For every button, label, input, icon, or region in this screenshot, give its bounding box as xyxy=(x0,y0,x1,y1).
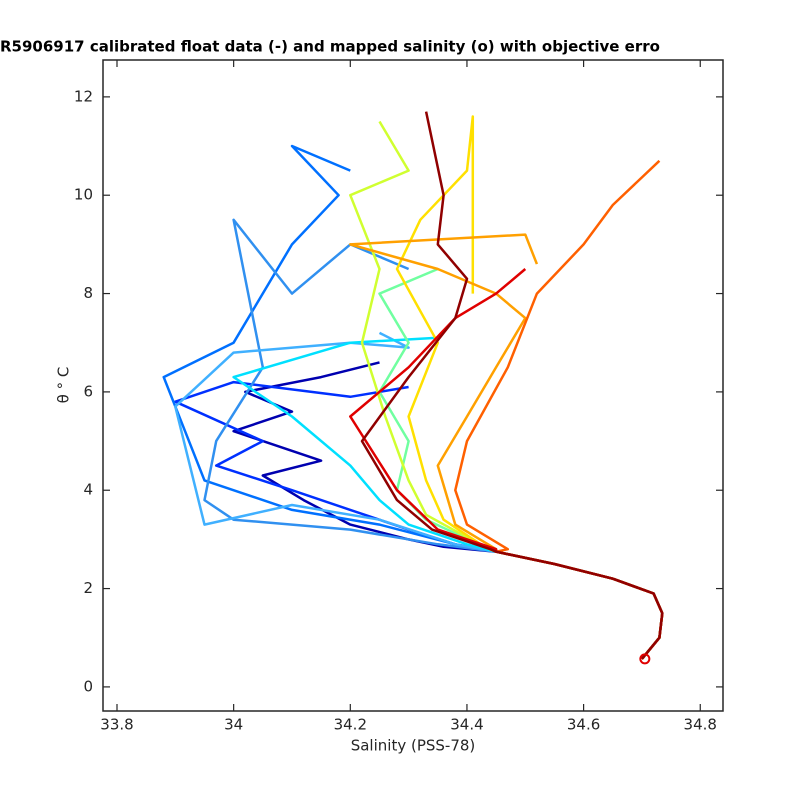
x-tick-label: 34.2 xyxy=(334,716,367,734)
mapped-salinity xyxy=(639,653,651,665)
plot-area xyxy=(162,111,664,665)
y-tick-label: 10 xyxy=(74,186,93,204)
y-tick-label: 0 xyxy=(83,677,93,695)
axes-frame xyxy=(102,59,724,712)
chart-title: R5906917 calibrated float data (-) and m… xyxy=(0,38,660,56)
x-tick-label: 34.8 xyxy=(684,716,717,734)
y-tick-label: 8 xyxy=(83,284,93,302)
y-tick-label: 12 xyxy=(74,87,93,105)
y-axis-label: θ ° C xyxy=(55,367,73,404)
profile-line xyxy=(360,111,664,660)
y-tick-label: 6 xyxy=(83,382,93,400)
y-tick-label: 4 xyxy=(83,481,93,499)
x-tick-label: 34.6 xyxy=(567,716,600,734)
x-axis-label: Salinity (PSS-78) xyxy=(351,737,476,755)
x-tick-label: 34.4 xyxy=(450,716,483,734)
x-tick-label: 33.8 xyxy=(100,716,133,734)
y-tick-label: 2 xyxy=(83,579,93,597)
x-tick-label: 34 xyxy=(224,716,243,734)
